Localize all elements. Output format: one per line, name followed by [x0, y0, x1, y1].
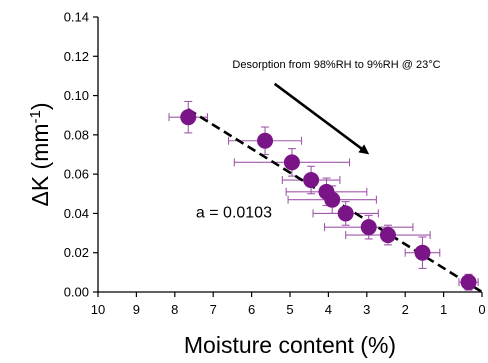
slope-annotation: a = 0.0103 [196, 204, 272, 221]
x-tick-label: 6 [248, 302, 255, 317]
desorption-annotation: Desorption from 98%RH to 9%RH @ 23°C [232, 59, 440, 71]
x-tick-label: 7 [210, 302, 217, 317]
y-tick-label: 0.00 [64, 285, 89, 300]
y-tick-label: 0.12 [64, 49, 89, 64]
data-point [460, 274, 477, 291]
data-point [360, 219, 377, 236]
x-tick-label: 3 [363, 302, 370, 317]
x-axis-title: Moisture content (%) [184, 332, 396, 358]
data-point [283, 154, 300, 171]
data-point [180, 109, 197, 126]
x-tick-label: 5 [286, 302, 293, 317]
x-tick-label: 8 [171, 302, 178, 317]
data-point [257, 132, 274, 149]
desorption-arrow [273, 82, 370, 155]
y-tick-label: 0.08 [64, 127, 89, 142]
x-tick-label: 4 [325, 302, 332, 317]
x-tick-label: 10 [91, 302, 105, 317]
x-tick-label: 1 [440, 302, 447, 317]
data-point [324, 191, 341, 208]
data-point [303, 172, 320, 189]
data-point [414, 244, 431, 261]
y-tick-label: 0.04 [64, 206, 89, 221]
y-tick-label: 0.02 [64, 245, 89, 260]
y-axis-title: ΔK (mm-1) [27, 102, 54, 206]
x-tick-label: 2 [402, 302, 409, 317]
data-point [337, 205, 354, 222]
data-point [379, 227, 396, 244]
y-tick-label: 0.10 [64, 88, 89, 103]
x-tick-label: 9 [133, 302, 140, 317]
y-tick-label: 0.06 [64, 167, 89, 182]
y-tick-label: 0.14 [64, 10, 89, 25]
x-tick-label: 0 [478, 302, 485, 317]
